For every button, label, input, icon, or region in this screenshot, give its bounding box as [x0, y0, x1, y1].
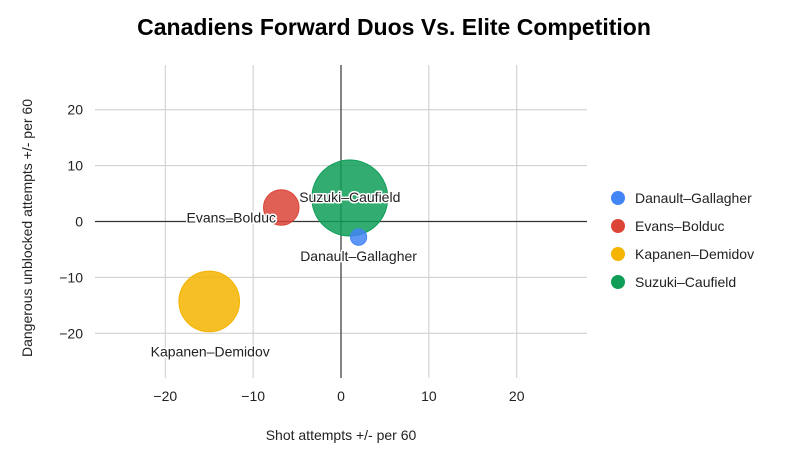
bubble-label: Danault–Gallagher [300, 248, 417, 264]
legend-swatch [611, 191, 625, 205]
bubble-kapanen-demidov [178, 270, 241, 333]
bubble-label: Suzuki–Caufield [299, 189, 400, 205]
bubble-suzuki-caufield [311, 159, 389, 237]
y-tick-label: −20 [59, 325, 83, 341]
x-tick-label: 0 [337, 388, 345, 404]
bubble-label: Evans–Bolduc [186, 210, 276, 226]
legend: Danault–Gallagher Evans–Bolduc Kapanen–Dem… [611, 190, 754, 290]
chart-title: Canadiens Forward Duos Vs. Elite Competi… [137, 14, 651, 40]
y-tick-label: −10 [59, 269, 83, 285]
legend-swatch [611, 275, 625, 289]
y-axis-title: Dangerous unblocked attempts +/- per 60 [19, 99, 35, 357]
y-tick-label: 20 [67, 102, 83, 118]
legend-label: Suzuki–Caufield [635, 274, 736, 290]
legend-label: Evans–Bolduc [635, 218, 725, 234]
legend-swatch [611, 219, 625, 233]
tick-label-layer: −20 −10 0 10 20 −20 −10 0 10 20 [59, 102, 524, 404]
x-tick-label: −10 [241, 388, 265, 404]
bubble-label-layer: Danault–Gallagher Evans–Bolduc Kapanen–Dem… [149, 188, 419, 361]
bubble-layer [178, 159, 389, 333]
y-tick-label: 0 [75, 214, 83, 230]
bubble-label: Kapanen–Demidov [151, 343, 270, 359]
bubble-danault-gallagher [349, 228, 368, 246]
x-tick-label: 10 [421, 388, 437, 404]
legend-swatch [611, 247, 625, 261]
x-axis-title: Shot attempts +/- per 60 [266, 427, 417, 443]
y-tick-label: 10 [67, 158, 83, 174]
legend-label: Danault–Gallagher [635, 190, 752, 206]
x-tick-label: −20 [153, 388, 177, 404]
bubble-evans-bolduc [263, 189, 300, 226]
legend-label: Kapanen–Demidov [635, 246, 754, 262]
x-tick-label: 20 [509, 388, 525, 404]
